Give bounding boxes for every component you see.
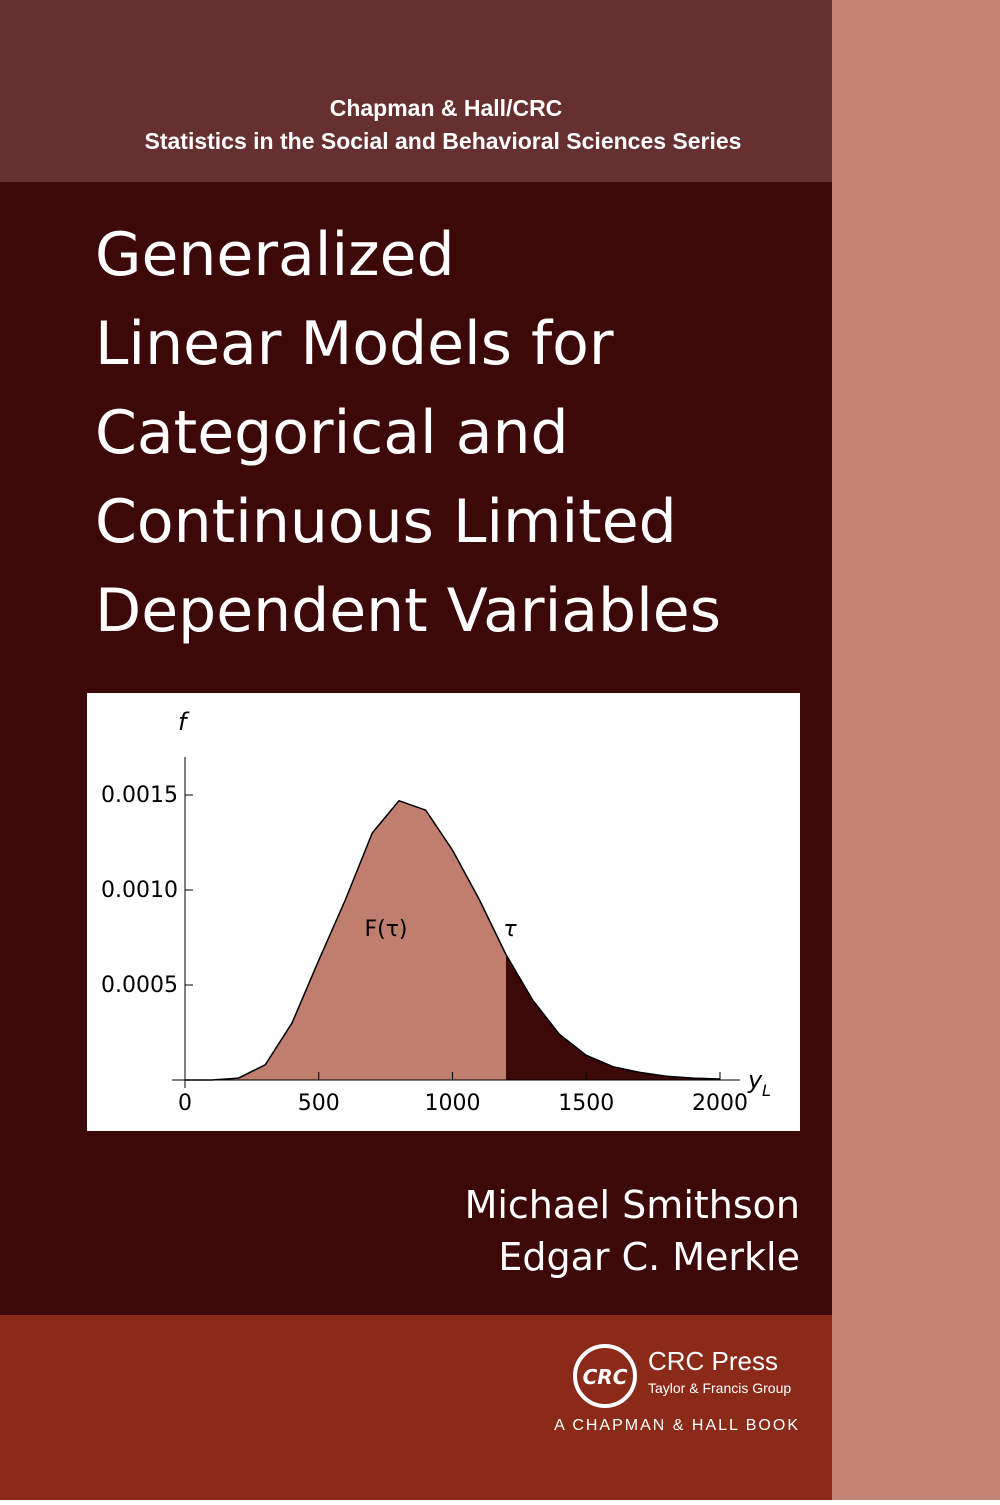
author: Edgar C. Merkle — [498, 1235, 800, 1279]
title-line: Linear Models for — [95, 309, 614, 379]
y-tick-label: 0.0005 — [101, 973, 178, 998]
x-tick-label: 2000 — [692, 1091, 748, 1116]
author: Michael Smithson — [465, 1183, 800, 1227]
spine-strip — [832, 0, 1000, 1500]
tail-area — [506, 954, 720, 1080]
publisher-line: Chapman & Hall/CRC — [330, 95, 563, 121]
publisher-band — [0, 1315, 832, 1500]
logo-ring — [573, 1344, 637, 1408]
annotation: F(τ) — [364, 917, 407, 942]
curve — [185, 799, 721, 1081]
y-tick-label: 0.0015 — [101, 783, 178, 808]
press-name: CRC Press — [648, 1346, 778, 1376]
series-line: Statistics in the Social and Behavioral … — [145, 128, 742, 154]
x-label-sub: L — [762, 1081, 771, 1100]
x-tick-label: 500 — [298, 1091, 340, 1116]
x-tick-label: 0 — [178, 1091, 192, 1116]
logo: CRC — [583, 1365, 628, 1389]
area — [185, 800, 720, 1080]
annotation: τ — [503, 917, 517, 942]
press-group: Taylor & Francis Group — [648, 1380, 791, 1396]
title-line: Generalized — [95, 220, 455, 290]
series-band — [0, 0, 832, 182]
title: Generalized Linear Models for Categorical … — [95, 220, 721, 646]
title-line: Dependent Variables — [95, 576, 721, 646]
x-label: y — [747, 1066, 763, 1094]
x-tick-label: 1000 — [425, 1091, 481, 1116]
title-line: Categorical and — [95, 398, 569, 468]
y-tick-label: 0.0010 — [101, 878, 178, 903]
x-tick-label: 1500 — [558, 1091, 614, 1116]
title-line: Continuous Limited — [95, 487, 677, 557]
imprint: A CHAPMAN & HALL BOOK — [554, 1417, 800, 1434]
